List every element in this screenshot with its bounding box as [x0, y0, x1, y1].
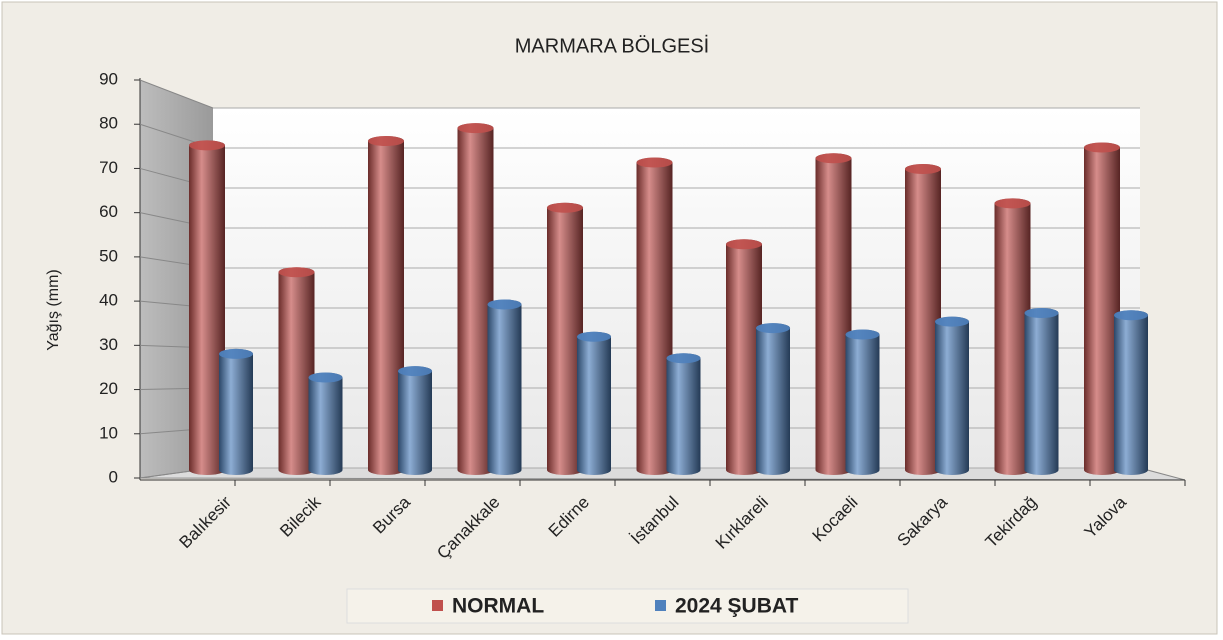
- bar-top: [666, 353, 701, 364]
- y-tick-label: 90: [99, 69, 118, 88]
- legend-label: NORMAL: [452, 595, 544, 618]
- bar: [219, 348, 253, 475]
- bar: [666, 353, 701, 475]
- bar-top: [487, 299, 522, 310]
- bar: [935, 316, 969, 475]
- y-axis-label: Yağış (mm): [45, 269, 62, 350]
- bar: [815, 153, 852, 475]
- bar: [756, 323, 790, 475]
- bar: [487, 299, 522, 475]
- bar: [308, 372, 343, 475]
- y-tick-label: 50: [99, 246, 118, 265]
- bar: [845, 329, 880, 475]
- bar-top: [547, 202, 583, 213]
- y-tick-label: 30: [99, 335, 118, 354]
- y-tick-label: 60: [99, 202, 118, 221]
- bar: [1024, 308, 1059, 475]
- bar: [1114, 310, 1148, 475]
- bar-top: [815, 153, 852, 164]
- y-tick-label: 20: [99, 379, 118, 398]
- grid-line: [139, 79, 214, 109]
- bar: [398, 366, 432, 475]
- bar: [577, 331, 611, 475]
- bar: [1084, 142, 1120, 475]
- bar: [726, 239, 762, 475]
- bar-top: [726, 239, 762, 250]
- y-tick-label: 0: [109, 467, 118, 486]
- legend-label: 2024 ŞUBAT: [675, 595, 798, 618]
- bar-top: [756, 323, 790, 334]
- bar-top: [368, 136, 404, 147]
- bar-top: [1084, 142, 1120, 153]
- bar: [278, 267, 315, 475]
- bar-top: [398, 366, 432, 377]
- bar-top: [219, 348, 253, 359]
- chart-title: MARMARA BÖLGESİ: [515, 34, 710, 57]
- bar-top: [905, 164, 941, 174]
- bar: [636, 157, 673, 475]
- bar-top: [189, 140, 225, 151]
- legend: [346, 588, 909, 624]
- bar: [457, 123, 494, 475]
- y-tick-label: 70: [99, 158, 118, 177]
- bar: [368, 136, 404, 476]
- bar-top: [994, 198, 1031, 209]
- bar: [189, 140, 225, 475]
- bar-top: [845, 329, 880, 340]
- bar-top: [1024, 308, 1059, 319]
- legend-swatch: [432, 600, 443, 611]
- bar-top: [636, 157, 673, 168]
- bar-top: [457, 123, 494, 134]
- bar: [905, 164, 941, 475]
- bar: [547, 202, 583, 475]
- y-tick-label: 80: [99, 114, 118, 133]
- bar-top: [1114, 310, 1148, 321]
- bar-top: [308, 372, 343, 383]
- legend-swatch: [655, 600, 666, 611]
- y-tick-label: 40: [99, 291, 118, 310]
- bar: [994, 198, 1031, 475]
- bar-top: [935, 316, 969, 327]
- y-tick-label: 10: [99, 423, 118, 442]
- bar-top: [577, 331, 611, 342]
- bar-top: [278, 267, 315, 278]
